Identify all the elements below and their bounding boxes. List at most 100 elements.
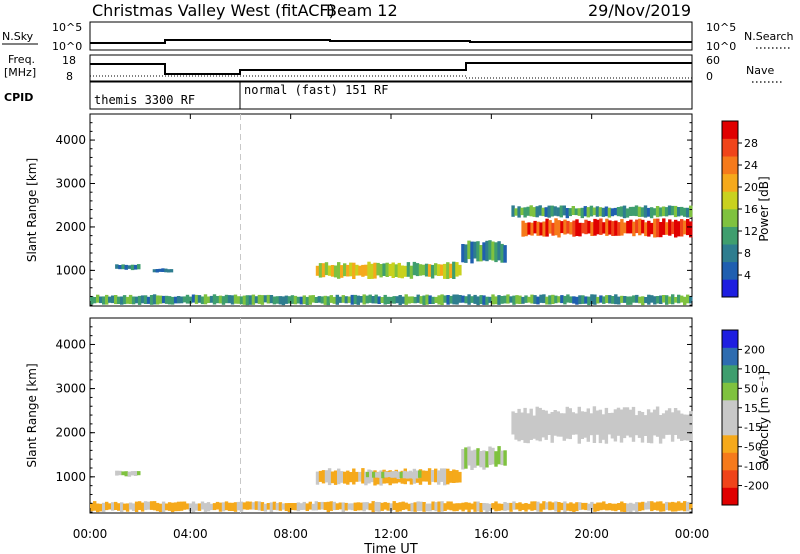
echo-cell [500,296,504,304]
echo-cell [599,502,603,511]
echo-cell [560,221,564,234]
echo-cell [671,501,675,512]
echo-cell [467,240,471,260]
noise-left-tick-low: 10^0 [52,40,82,53]
time-axis: 00:00 04:00 08:00 12:00 16:00 20:00 00:00 [73,114,709,541]
colorbar-swatch [722,226,738,245]
echo-cell [611,503,615,511]
echo-cell [374,501,378,512]
echo-cell [194,503,199,511]
echo-cell [359,502,363,511]
echo-cell [583,411,587,438]
colorbar-swatch [722,347,738,366]
echo-region [461,240,507,264]
echo-cell [632,295,636,303]
echo-cell [551,222,555,236]
echo-cell [324,470,329,483]
echo-cell [494,501,498,512]
echo-cell [338,502,342,510]
x-tick-label: 16:00 [474,527,509,541]
echo-cell [197,503,202,511]
echo-cell [130,471,135,476]
echo-cell [338,296,342,303]
echo-cell [586,207,590,218]
echo-cell [571,206,575,215]
echo-cell [667,205,672,216]
echo-cell [557,502,561,513]
echo-cell [595,410,600,435]
echo-cell [535,406,539,441]
echo-cell [173,502,178,512]
echo-cell [361,264,365,277]
echo-cell [650,222,654,235]
echo-cell [664,410,669,435]
echo-cell [337,468,341,485]
echo-cell [686,414,690,441]
echo-cell [105,501,109,511]
echo-region [511,205,693,219]
echo-cell [393,471,397,478]
echo-cell [520,207,524,216]
echo-cell [452,503,456,512]
echo-cell [410,502,414,512]
echo-cell [668,219,672,236]
echo-cell [203,294,208,305]
echo-cell [620,219,624,236]
echo-cell [449,263,453,279]
echo-cell [344,296,348,304]
echo-cell [613,207,618,216]
colorbar-swatch [722,400,738,418]
echo-cell [517,408,521,442]
echo-cell [659,295,663,304]
echo-cell [356,502,360,511]
echo-cell [593,294,597,305]
echo-cell [664,207,669,217]
echo-cell [391,262,395,278]
echo-cell [578,295,582,305]
echo-cell [245,295,250,306]
colorbar-tick-label: 24 [744,159,758,172]
echo-cell [404,294,408,305]
echo-cell [551,502,555,510]
echo-cell [293,295,298,305]
echo-cell [683,220,687,235]
echo-cell [464,296,468,304]
echo-cell [674,297,678,303]
echo-cell [90,296,94,305]
echo-cell [641,219,645,234]
echo-cell [500,503,504,511]
echo-cell [586,408,590,442]
echo-cell [683,414,687,441]
echo-cell [335,503,339,510]
echo-cell [619,409,624,443]
echo-cell [402,470,407,479]
y-tick-label: 2000 [55,426,86,440]
echo-cell [524,222,528,237]
echo-cell [590,294,594,305]
echo-cell [662,295,666,303]
echo-cell [372,471,376,478]
echo-cell [626,221,630,234]
colorbar-swatch [722,279,738,298]
echo-cell [269,502,274,513]
echo-cell [574,208,578,216]
echo-cell [607,207,612,218]
echo-cell [599,218,603,235]
echo-cell [625,208,630,218]
echo-cell [355,264,359,276]
echo-cell [494,296,498,305]
echo-cell [557,220,561,238]
echo-cell [461,244,465,263]
echo-cell [405,471,410,479]
echo-cell [668,502,672,511]
echo-cell [632,503,636,511]
echo-cell [392,501,396,510]
echo-region [115,470,141,477]
echo-cell [521,220,525,237]
echo-cell [93,501,97,511]
echo-cell [572,220,576,237]
echo-cell [623,503,627,512]
echo-cell [260,502,265,511]
echo-cell [115,470,119,476]
